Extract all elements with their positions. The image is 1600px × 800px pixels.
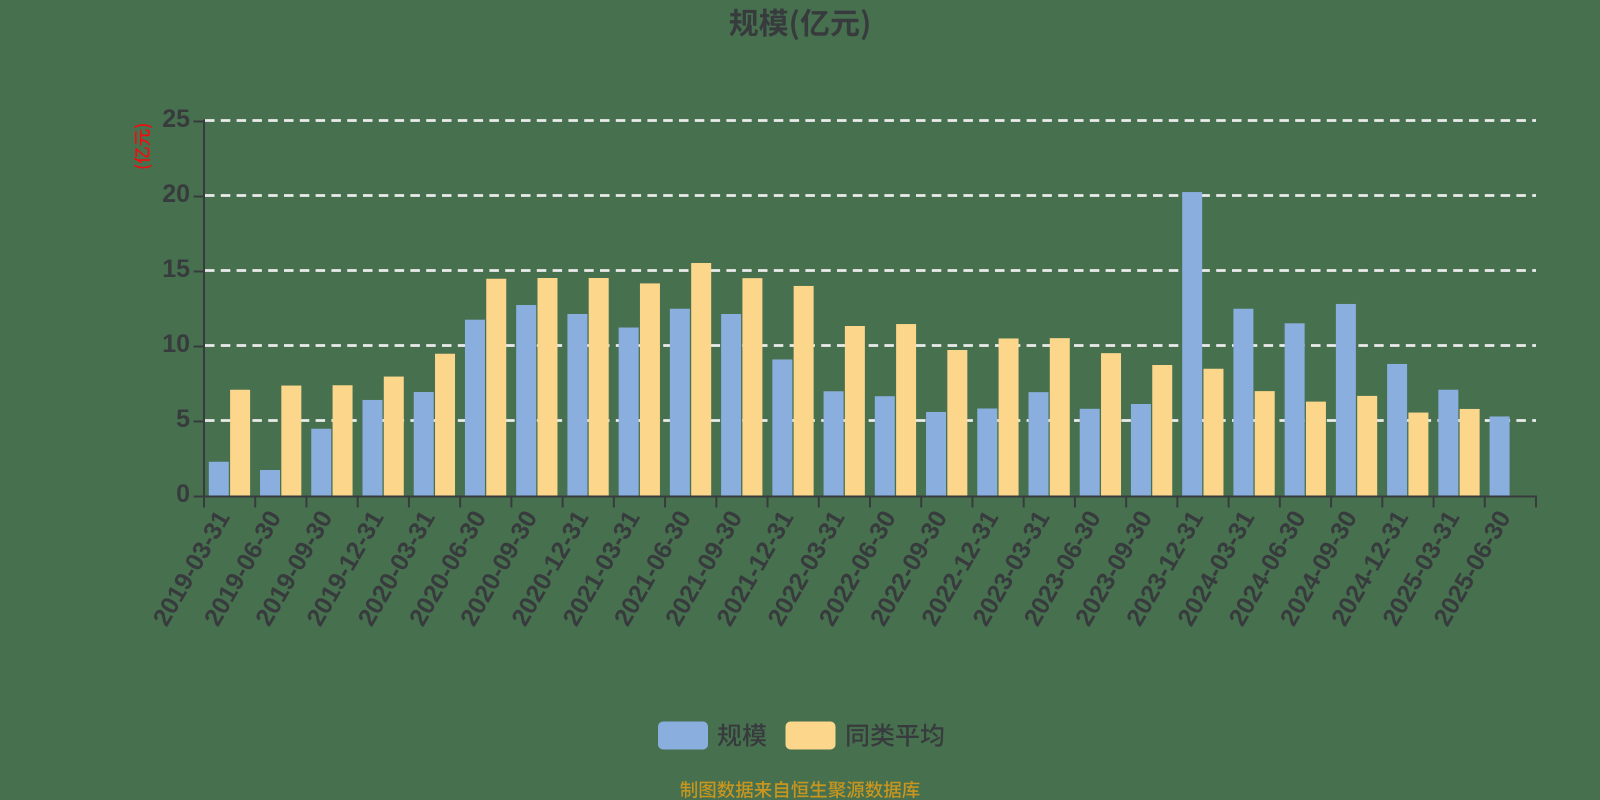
svg-text:25: 25 <box>162 105 190 133</box>
svg-text:15: 15 <box>162 255 190 283</box>
svg-text:20: 20 <box>162 180 190 208</box>
svg-text:5: 5 <box>176 405 190 433</box>
svg-text:0: 0 <box>176 480 190 508</box>
svg-text:10: 10 <box>162 330 190 358</box>
